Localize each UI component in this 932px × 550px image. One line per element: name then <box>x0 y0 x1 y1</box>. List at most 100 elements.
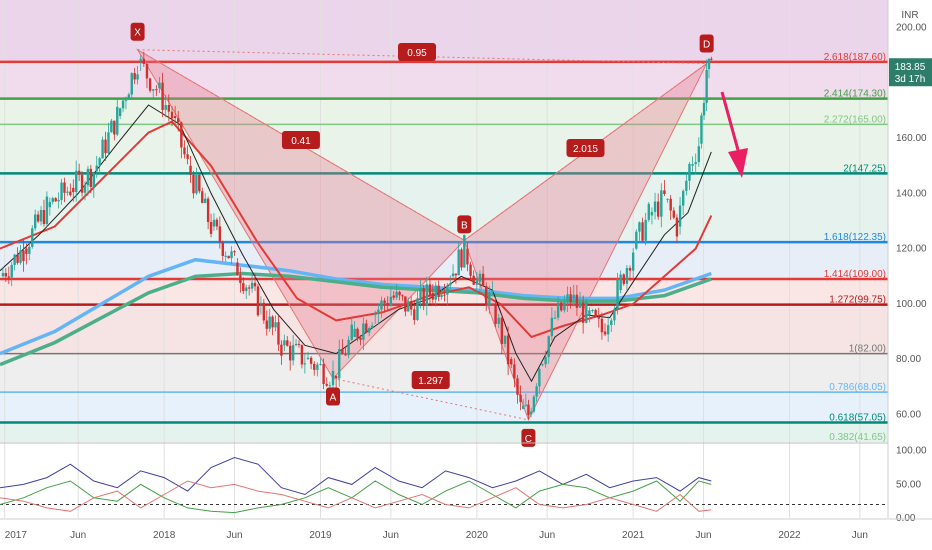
candle-body <box>644 219 647 241</box>
candle-body <box>443 294 446 296</box>
candle-body <box>485 286 488 306</box>
candle-body <box>83 185 87 193</box>
candle-body <box>66 191 69 193</box>
candle-body <box>253 282 257 287</box>
candle-body <box>148 78 152 91</box>
candle-body <box>481 273 485 287</box>
candle-body <box>130 73 133 95</box>
candle-body <box>1 273 5 277</box>
candle-body <box>101 139 104 159</box>
candle-body <box>457 249 460 276</box>
candle-body <box>425 284 429 306</box>
candle-body <box>437 285 440 298</box>
candle-body <box>569 294 572 303</box>
candle-body <box>469 264 472 276</box>
ratio-label-box <box>566 139 605 157</box>
candle-body <box>472 275 475 285</box>
fib-band <box>0 98 888 125</box>
candle-body <box>702 102 706 116</box>
fib-band <box>0 173 888 243</box>
candle-body <box>192 174 195 194</box>
candle-body <box>606 325 610 335</box>
candle-body <box>60 182 63 200</box>
point-label-b-box <box>457 215 472 234</box>
candle-body <box>675 217 679 237</box>
candle-body <box>118 108 122 117</box>
candle-body <box>356 328 359 338</box>
fib-level-label: 0.786(68.05) <box>829 382 886 393</box>
point-label-a-text: A <box>330 392 337 403</box>
candle-body <box>478 273 482 282</box>
candle-body <box>203 198 207 203</box>
candle-body <box>491 290 494 293</box>
candle-body <box>107 132 110 154</box>
indicator-line <box>0 480 712 512</box>
candle-body <box>398 291 401 296</box>
candle-body <box>4 273 8 277</box>
fib-band <box>0 61 888 99</box>
candle-body <box>660 190 663 217</box>
candle-body <box>316 364 319 370</box>
point-label-d: D <box>699 34 714 53</box>
candle-body <box>367 327 371 333</box>
candle-body <box>221 242 224 256</box>
pattern-dotted-leg <box>332 377 529 421</box>
candle-body <box>524 404 528 406</box>
candle-body <box>224 255 227 257</box>
candle-body <box>227 255 230 259</box>
candle-body <box>669 198 672 211</box>
candle-body <box>697 146 701 163</box>
candle-body <box>16 254 19 263</box>
currency-label: INR <box>901 10 918 21</box>
indicator-line <box>0 456 712 496</box>
candle-body <box>177 118 180 123</box>
indicator-tick-label: 100.00 <box>896 446 927 457</box>
candle-body <box>588 310 591 315</box>
candle-body <box>694 162 697 165</box>
price-tick-label: 80.00 <box>896 354 921 365</box>
ratio-label-box <box>281 131 320 149</box>
fib-level-label: 1(82.00) <box>849 344 886 355</box>
candle-body <box>206 198 210 222</box>
candle-body <box>341 349 344 355</box>
ratio-label-text: 0.41 <box>291 136 311 147</box>
candle-body <box>619 274 622 291</box>
price-axis-bg <box>888 0 932 550</box>
candle-body <box>80 174 84 193</box>
candle-body <box>710 58 713 60</box>
candle-body <box>365 323 368 333</box>
candle-body <box>575 294 579 308</box>
ema-fast-line <box>0 104 712 383</box>
candle-body <box>142 58 146 64</box>
ma-blue-line <box>0 257 712 356</box>
candle-body <box>656 201 660 217</box>
candle-body <box>488 292 491 306</box>
time-tick-label: Jun <box>226 530 242 541</box>
candle-body <box>449 283 452 286</box>
time-tick-label: Jun <box>539 530 555 541</box>
candle-body <box>431 292 435 300</box>
candle-body <box>494 303 497 324</box>
price-tick-label: 100.00 <box>896 299 927 310</box>
candle-body <box>256 286 260 316</box>
candle-body <box>242 283 245 291</box>
candle-body <box>262 302 266 321</box>
candle-body <box>245 287 248 291</box>
candle-body <box>581 302 585 323</box>
candle-body <box>236 262 239 276</box>
candle-body <box>233 251 236 253</box>
candle-body <box>370 325 374 328</box>
candle-body <box>250 282 254 289</box>
time-tick-label: Jun <box>852 530 868 541</box>
candle-body <box>39 210 43 222</box>
candle-body <box>413 309 416 320</box>
candle-body <box>139 58 142 61</box>
candle-body <box>69 191 72 196</box>
fib-level-label: 2(147.25) <box>843 163 886 174</box>
candle-body <box>36 214 40 222</box>
candle-body <box>294 343 298 346</box>
candle-body <box>407 301 410 312</box>
candle-body <box>395 291 398 298</box>
candle-body <box>280 344 283 356</box>
candle-body <box>297 343 301 345</box>
